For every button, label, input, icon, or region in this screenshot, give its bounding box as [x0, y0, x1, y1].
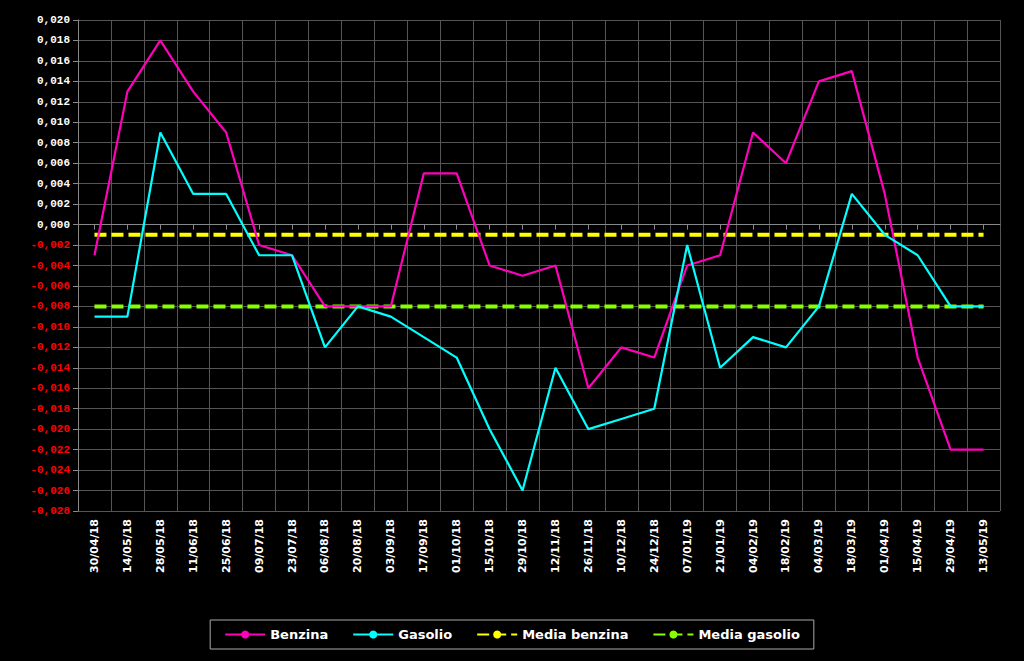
svg-text:29/10/18: 29/10/18 [516, 519, 529, 573]
svg-text:-0,024: -0,024 [30, 464, 70, 476]
svg-text:Media benzina: Media benzina [522, 627, 628, 642]
svg-text:0,004: 0,004 [37, 178, 70, 190]
svg-text:-0,014: -0,014 [30, 362, 70, 374]
svg-text:30/04/18: 30/04/18 [88, 519, 101, 573]
svg-text:-0,022: -0,022 [30, 444, 70, 456]
svg-text:Media gasolio: Media gasolio [698, 627, 799, 642]
svg-text:0,020: 0,020 [37, 14, 70, 26]
svg-text:18/02/19: 18/02/19 [779, 519, 792, 573]
svg-text:09/07/18: 09/07/18 [253, 519, 266, 573]
svg-text:06/08/18: 06/08/18 [318, 519, 331, 573]
svg-text:13/05/19: 13/05/19 [977, 519, 990, 573]
svg-text:18/03/19: 18/03/19 [845, 519, 858, 573]
svg-text:10/12/18: 10/12/18 [615, 519, 628, 573]
svg-text:26/11/18: 26/11/18 [582, 519, 595, 573]
svg-text:28/05/18: 28/05/18 [154, 519, 167, 573]
svg-text:-0,028: -0,028 [30, 505, 70, 517]
svg-text:0,002: 0,002 [37, 198, 70, 210]
svg-text:25/06/18: 25/06/18 [220, 519, 233, 573]
svg-text:0,006: 0,006 [37, 157, 70, 169]
svg-text:03/09/18: 03/09/18 [384, 519, 397, 573]
svg-text:07/01/19: 07/01/19 [681, 519, 694, 573]
svg-text:0,008: 0,008 [37, 137, 70, 149]
svg-text:-0,010: -0,010 [30, 321, 70, 333]
svg-text:15/10/18: 15/10/18 [483, 519, 496, 573]
svg-text:21/01/19: 21/01/19 [714, 519, 727, 573]
svg-text:0,016: 0,016 [37, 55, 70, 67]
svg-text:-0,016: -0,016 [30, 382, 70, 394]
svg-text:11/06/18: 11/06/18 [187, 519, 200, 573]
svg-text:01/04/19: 01/04/19 [878, 519, 891, 573]
svg-text:14/05/18: 14/05/18 [121, 519, 134, 573]
svg-text:0,018: 0,018 [37, 34, 70, 46]
svg-text:17/09/18: 17/09/18 [417, 519, 430, 573]
svg-text:0,010: 0,010 [37, 116, 70, 128]
svg-text:15/04/19: 15/04/19 [911, 519, 924, 573]
svg-text:-0,026: -0,026 [30, 485, 70, 497]
svg-text:12/11/18: 12/11/18 [549, 519, 562, 573]
svg-text:-0,020: -0,020 [30, 423, 70, 435]
svg-text:0,014: 0,014 [37, 75, 70, 87]
svg-text:0,000: 0,000 [37, 219, 70, 231]
svg-text:Gasolio: Gasolio [398, 627, 452, 642]
svg-text:04/03/19: 04/03/19 [812, 519, 825, 573]
svg-text:29/04/19: 29/04/19 [944, 519, 957, 573]
svg-text:24/12/18: 24/12/18 [648, 519, 661, 573]
svg-text:-0,012: -0,012 [30, 341, 70, 353]
svg-text:01/10/18: 01/10/18 [450, 519, 463, 573]
svg-text:Benzina: Benzina [270, 627, 328, 642]
svg-text:-0,018: -0,018 [30, 403, 70, 415]
svg-text:20/08/18: 20/08/18 [351, 519, 364, 573]
svg-text:-0,002: -0,002 [30, 239, 70, 251]
svg-text:0,012: 0,012 [37, 96, 70, 108]
svg-text:-0,006: -0,006 [30, 280, 70, 292]
svg-text:23/07/18: 23/07/18 [286, 519, 299, 573]
svg-text:-0,008: -0,008 [30, 300, 70, 312]
svg-text:04/02/19: 04/02/19 [747, 519, 760, 573]
svg-text:-0,004: -0,004 [30, 260, 70, 272]
